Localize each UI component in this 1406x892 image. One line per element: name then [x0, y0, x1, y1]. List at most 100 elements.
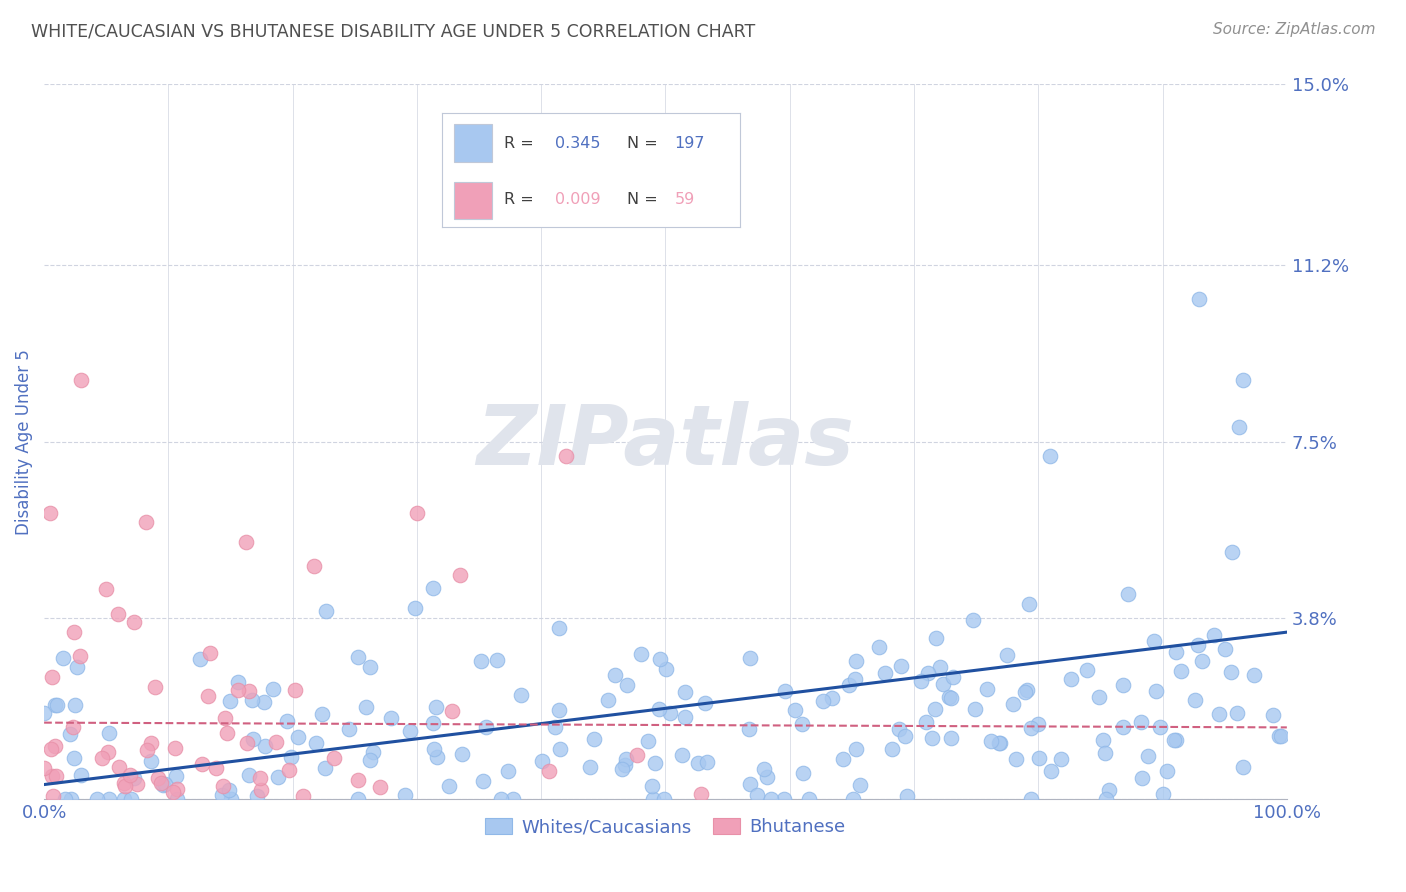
Point — [538, 764, 561, 779]
Point — [380, 711, 402, 725]
Point — [135, 742, 157, 756]
Point — [242, 732, 264, 747]
Point — [929, 660, 952, 674]
Point — [890, 658, 912, 673]
Point — [236, 737, 259, 751]
Point — [921, 731, 943, 746]
Point — [166, 792, 188, 806]
Point — [302, 559, 325, 574]
Point — [648, 702, 671, 716]
Point — [939, 731, 962, 746]
Point — [198, 646, 221, 660]
Point — [555, 449, 578, 463]
Point — [1060, 672, 1083, 686]
Point — [315, 604, 337, 618]
Point — [139, 736, 162, 750]
Point — [62, 720, 84, 734]
Point — [1213, 641, 1236, 656]
Point — [42, 789, 65, 803]
Point — [1028, 751, 1050, 765]
Point — [426, 749, 449, 764]
Point — [745, 788, 768, 802]
Point — [738, 776, 761, 790]
Point — [1163, 733, 1185, 747]
Point — [1184, 693, 1206, 707]
Point — [894, 729, 917, 743]
Point — [659, 706, 682, 720]
Point — [52, 651, 75, 665]
Point — [838, 678, 860, 692]
Point — [450, 747, 472, 761]
Point — [896, 789, 918, 804]
Point — [86, 792, 108, 806]
Point — [673, 685, 696, 699]
Point — [226, 675, 249, 690]
Point — [1137, 749, 1160, 764]
Point — [347, 772, 370, 787]
Point — [475, 720, 498, 734]
Point — [404, 600, 426, 615]
Point — [1004, 752, 1026, 766]
Point — [942, 670, 965, 684]
Point — [214, 711, 236, 725]
Point — [1076, 663, 1098, 677]
Point — [498, 764, 520, 779]
Point — [143, 680, 166, 694]
Point — [370, 780, 392, 794]
Point — [60, 792, 83, 806]
Point — [238, 767, 260, 781]
Point — [887, 722, 910, 736]
Point — [62, 750, 84, 764]
Point — [107, 607, 129, 621]
Point — [1087, 690, 1109, 704]
Point — [292, 789, 315, 803]
Point — [939, 691, 962, 706]
Point — [122, 615, 145, 630]
Point — [112, 775, 135, 789]
Point — [925, 631, 948, 645]
Point — [45, 698, 67, 712]
Point — [1164, 644, 1187, 658]
Point — [98, 725, 121, 739]
Point — [693, 696, 716, 710]
Point — [39, 742, 62, 756]
Point — [44, 698, 66, 712]
Point — [165, 740, 187, 755]
Point — [1039, 449, 1062, 463]
Point — [1018, 597, 1040, 611]
Text: Source: ZipAtlas.com: Source: ZipAtlas.com — [1212, 22, 1375, 37]
Point — [1019, 722, 1042, 736]
Point — [1243, 668, 1265, 682]
Point — [914, 715, 936, 730]
Point — [761, 792, 783, 806]
Point — [688, 756, 710, 770]
Point — [441, 704, 464, 718]
Point — [938, 690, 960, 705]
Point — [1270, 730, 1292, 744]
Point — [1232, 760, 1254, 774]
Point — [266, 770, 288, 784]
Point — [253, 694, 276, 708]
Point — [34, 761, 56, 775]
Point — [165, 769, 187, 783]
Point — [150, 776, 173, 790]
Point — [754, 762, 776, 776]
Point — [673, 710, 696, 724]
Point — [141, 754, 163, 768]
Point — [32, 706, 55, 721]
Point — [118, 767, 141, 781]
Point — [287, 730, 309, 744]
Point — [283, 682, 305, 697]
Point — [740, 651, 762, 665]
Point — [314, 761, 336, 775]
Point — [773, 683, 796, 698]
Point — [425, 700, 447, 714]
Legend: Whites/Caucasians, Bhutanese: Whites/Caucasians, Bhutanese — [478, 811, 853, 844]
Point — [44, 739, 66, 754]
Point — [254, 739, 277, 753]
Point — [1143, 634, 1166, 648]
Point — [70, 373, 93, 387]
Point — [614, 758, 637, 772]
Point — [1001, 697, 1024, 711]
Point — [1098, 783, 1121, 797]
